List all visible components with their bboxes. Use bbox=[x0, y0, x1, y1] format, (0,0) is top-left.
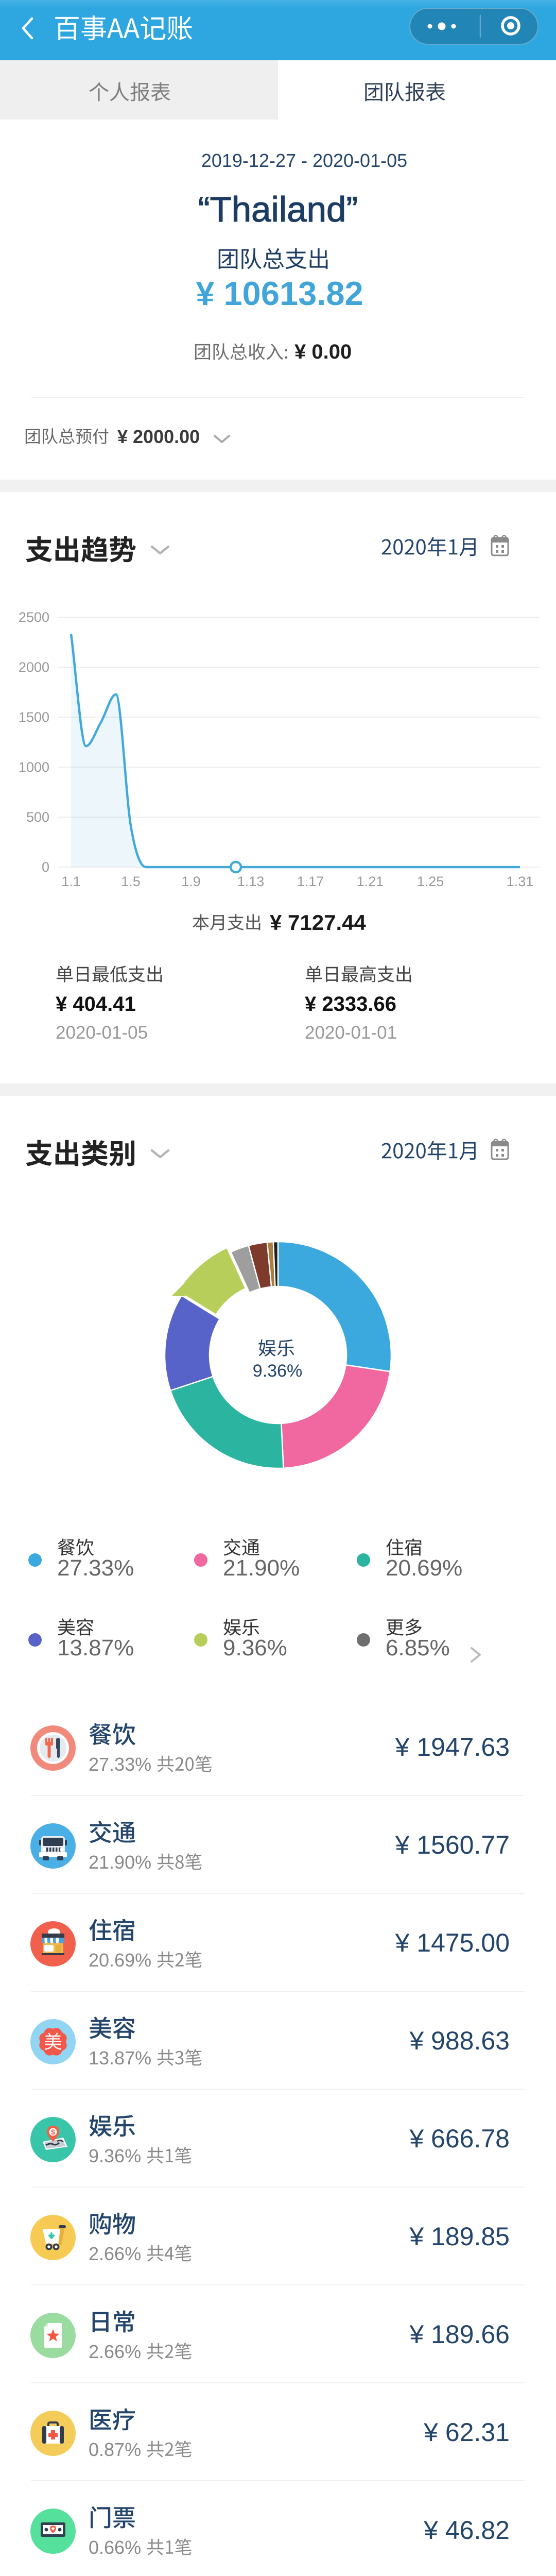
svg-text:$: $ bbox=[51, 2128, 55, 2136]
svg-text:1.13: 1.13 bbox=[237, 874, 265, 889]
svg-text:0: 0 bbox=[42, 859, 49, 875]
svg-text:1.21: 1.21 bbox=[357, 874, 384, 889]
svg-text:1500: 1500 bbox=[19, 709, 49, 725]
svg-text:1.25: 1.25 bbox=[417, 874, 444, 889]
svg-text:2000: 2000 bbox=[19, 659, 49, 675]
svg-text:1.9: 1.9 bbox=[181, 874, 201, 889]
svg-text:1.1: 1.1 bbox=[61, 874, 81, 889]
svg-text:1000: 1000 bbox=[19, 759, 49, 775]
svg-text:2500: 2500 bbox=[19, 609, 49, 625]
svg-text:1.17: 1.17 bbox=[297, 874, 324, 889]
svg-text:1.5: 1.5 bbox=[121, 874, 141, 889]
svg-text:500: 500 bbox=[26, 809, 49, 825]
svg-text:1.31: 1.31 bbox=[507, 874, 534, 889]
